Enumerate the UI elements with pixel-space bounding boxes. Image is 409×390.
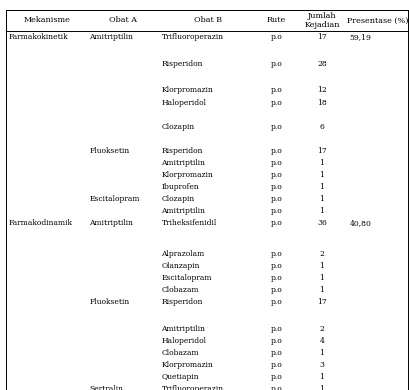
Text: p.o: p.o — [270, 159, 282, 167]
Text: 1: 1 — [319, 207, 324, 215]
Text: Quetiapin: Quetiapin — [161, 373, 199, 381]
Text: p.o: p.o — [270, 99, 282, 106]
Text: 28: 28 — [317, 60, 326, 68]
Text: Amitriptilin: Amitriptilin — [89, 33, 133, 41]
Text: 6: 6 — [319, 123, 324, 131]
Text: p.o: p.o — [270, 274, 282, 282]
Text: Fluoksetin: Fluoksetin — [89, 147, 129, 155]
Text: p.o: p.o — [270, 60, 282, 68]
Text: 1: 1 — [319, 274, 324, 282]
Text: p.o: p.o — [270, 298, 282, 306]
Text: 4: 4 — [319, 337, 324, 345]
Text: 17: 17 — [317, 147, 326, 155]
Text: Amitriptilin: Amitriptilin — [161, 207, 205, 215]
Text: 1: 1 — [319, 286, 324, 294]
Text: Klorpromazin: Klorpromazin — [161, 171, 213, 179]
Text: 17: 17 — [317, 33, 326, 41]
Text: 1: 1 — [319, 373, 324, 381]
Text: p.o: p.o — [270, 373, 282, 381]
Text: Klorpromazin: Klorpromazin — [161, 87, 213, 94]
Text: Trifluoroperazin: Trifluoroperazin — [161, 33, 223, 41]
Text: p.o: p.o — [270, 286, 282, 294]
Text: Clobazam: Clobazam — [161, 286, 199, 294]
Text: Ibuprofen: Ibuprofen — [161, 183, 199, 191]
Text: Haloperidol: Haloperidol — [161, 99, 206, 106]
Text: 36: 36 — [316, 220, 326, 227]
Text: 1: 1 — [319, 349, 324, 357]
Text: Amitriptilin: Amitriptilin — [89, 220, 133, 227]
Text: Farmakokinetik: Farmakokinetik — [8, 33, 67, 41]
Text: p.o: p.o — [270, 147, 282, 155]
Text: 1: 1 — [319, 385, 324, 390]
Text: p.o: p.o — [270, 385, 282, 390]
Text: Olanzapin: Olanzapin — [161, 262, 200, 270]
Text: Fluoksetin: Fluoksetin — [89, 298, 129, 306]
Text: Triheksifenidil: Triheksifenidil — [161, 220, 216, 227]
Text: p.o: p.o — [270, 349, 282, 357]
Text: Escitalopram: Escitalopram — [89, 195, 139, 203]
Text: p.o: p.o — [270, 171, 282, 179]
Text: Clozapin: Clozapin — [161, 195, 194, 203]
Text: 12: 12 — [317, 87, 326, 94]
Text: p.o: p.o — [270, 337, 282, 345]
Text: Klorpromazin: Klorpromazin — [161, 361, 213, 369]
Text: 2: 2 — [319, 324, 324, 333]
Text: p.o: p.o — [270, 183, 282, 191]
Text: Obat A: Obat A — [109, 16, 137, 25]
Text: 2: 2 — [319, 250, 324, 258]
Text: Escitalopram: Escitalopram — [161, 274, 211, 282]
Text: 1: 1 — [319, 195, 324, 203]
Text: p.o: p.o — [270, 33, 282, 41]
Text: 3: 3 — [319, 361, 324, 369]
Text: p.o: p.o — [270, 220, 282, 227]
Text: Risperidon: Risperidon — [161, 147, 202, 155]
Text: 40,80: 40,80 — [349, 220, 371, 227]
Text: p.o: p.o — [270, 195, 282, 203]
Text: Risperidon: Risperidon — [161, 298, 202, 306]
Text: Amitriptilin: Amitriptilin — [161, 324, 205, 333]
Text: Clozapin: Clozapin — [161, 123, 194, 131]
Text: p.o: p.o — [270, 324, 282, 333]
Text: 18: 18 — [317, 99, 326, 106]
Text: p.o: p.o — [270, 361, 282, 369]
Text: p.o: p.o — [270, 207, 282, 215]
Text: p.o: p.o — [270, 87, 282, 94]
Text: Risperidon: Risperidon — [161, 60, 202, 68]
Text: Haloperidol: Haloperidol — [161, 337, 206, 345]
Text: p.o: p.o — [270, 250, 282, 258]
Text: 1: 1 — [319, 159, 324, 167]
Text: 1: 1 — [319, 183, 324, 191]
Text: Jumlah
Kejadian: Jumlah Kejadian — [303, 12, 339, 29]
Text: 1: 1 — [319, 262, 324, 270]
Text: 17: 17 — [317, 298, 326, 306]
Text: Sertralin: Sertralin — [89, 385, 123, 390]
Text: Farmakodinamik: Farmakodinamik — [8, 220, 72, 227]
Text: p.o: p.o — [270, 262, 282, 270]
Text: Amitriptilin: Amitriptilin — [161, 159, 205, 167]
Text: Obat B: Obat B — [194, 16, 222, 25]
Text: Clobazam: Clobazam — [161, 349, 199, 357]
Text: 59,19: 59,19 — [349, 33, 371, 41]
Text: Presentase (%): Presentase (%) — [346, 16, 407, 25]
Text: 1: 1 — [319, 171, 324, 179]
Text: Alprazolam: Alprazolam — [161, 250, 204, 258]
Text: Mekanisme: Mekanisme — [23, 16, 70, 25]
Text: Rute: Rute — [266, 16, 285, 25]
Text: p.o: p.o — [270, 123, 282, 131]
Text: Trifluoroperazin: Trifluoroperazin — [161, 385, 223, 390]
